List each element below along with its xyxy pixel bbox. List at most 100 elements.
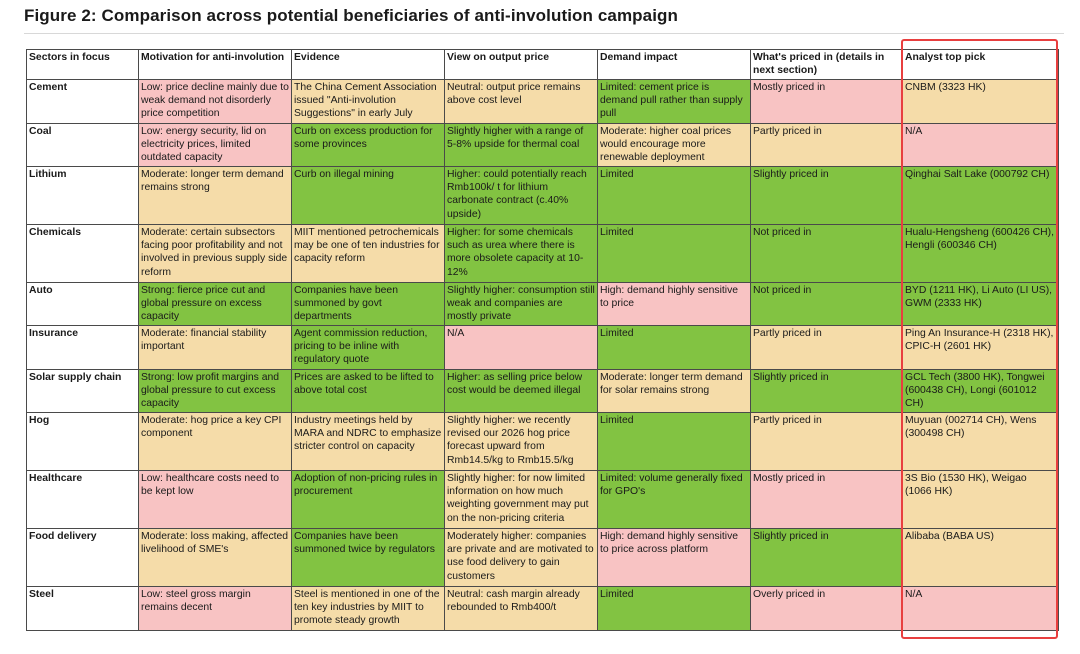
priced-in-cell: Mostly priced in — [750, 470, 903, 529]
output-price-cell: Slightly higher: we recently revised our… — [444, 412, 598, 471]
motivation-cell: Low: steel gross margin remains decent — [138, 586, 292, 631]
motivation-cell: Moderate: longer term demand remains str… — [138, 166, 292, 225]
table-row: Healthcare Low: healthcare costs need to … — [26, 470, 1059, 529]
demand-impact-cell: High: demand highly sensitive to price — [597, 282, 751, 326]
header-demand-impact: Demand impact — [597, 49, 751, 80]
header-sectors: Sectors in focus — [26, 49, 139, 80]
top-pick-cell: BYD (1211 HK), Li Auto (LI US), GWM (233… — [902, 282, 1059, 326]
motivation-cell: Strong: low profit margins and global pr… — [138, 369, 292, 413]
motivation-cell: Low: energy security, lid on electricity… — [138, 123, 292, 167]
priced-in-cell: Slightly priced in — [750, 369, 903, 413]
output-price-cell: Higher: could potentially reach Rmb100k/… — [444, 166, 598, 225]
output-price-cell: N/A — [444, 325, 598, 370]
table-row: Hog Moderate: hog price a key CPI compone… — [26, 412, 1059, 471]
header-top-pick: Analyst top pick — [902, 49, 1059, 80]
top-pick-cell: Alibaba (BABA US) — [902, 528, 1059, 587]
motivation-cell: Moderate: loss making, affected liveliho… — [138, 528, 292, 587]
header-evidence: Evidence — [291, 49, 445, 80]
demand-impact-cell: Moderate: longer term demand for solar r… — [597, 369, 751, 413]
top-pick-cell: CNBM (3323 HK) — [902, 79, 1059, 124]
output-price-cell: Slightly higher: consumption still weak … — [444, 282, 598, 326]
sector-cell: Food delivery — [26, 528, 139, 587]
top-pick-cell: N/A — [902, 123, 1059, 167]
sector-cell: Auto — [26, 282, 139, 326]
figure-title: Figure 2: Comparison across potential be… — [24, 6, 679, 25]
evidence-cell: Adoption of non-pricing rules in procure… — [291, 470, 445, 529]
evidence-cell: Curb on excess production for some provi… — [291, 123, 445, 167]
table-row: Coal Low: energy security, lid on electri… — [26, 123, 1059, 167]
evidence-cell: Curb on illegal mining — [291, 166, 445, 225]
comparison-table: Sectors in focus Motivation for anti-inv… — [26, 49, 1059, 631]
demand-impact-cell: Limited — [597, 412, 751, 471]
output-price-cell: Neutral: cash margin already rebounded t… — [444, 586, 598, 631]
evidence-cell: The China Cement Association issued "Ant… — [291, 79, 445, 124]
top-pick-cell: Hualu-Hengsheng (600426 CH), Hengli (600… — [902, 224, 1059, 283]
top-pick-cell: Ping An Insurance-H (2318 HK), CPIC-H (2… — [902, 325, 1059, 370]
motivation-cell: Strong: fierce price cut and global pres… — [138, 282, 292, 326]
demand-impact-cell: High: demand highly sensitive to price a… — [597, 528, 751, 587]
demand-impact-cell: Limited: cement price is demand pull rat… — [597, 79, 751, 124]
demand-impact-cell: Limited — [597, 166, 751, 225]
priced-in-cell: Overly priced in — [750, 586, 903, 631]
table-body: Cement Low: price decline mainly due to w… — [26, 79, 1059, 631]
sector-cell: Insurance — [26, 325, 139, 370]
demand-impact-cell: Limited: volume generally fixed for GPO'… — [597, 470, 751, 529]
priced-in-cell: Mostly priced in — [750, 79, 903, 124]
priced-in-cell: Partly priced in — [750, 412, 903, 471]
output-price-cell: Slightly higher: for now limited informa… — [444, 470, 598, 529]
motivation-cell: Moderate: financial stability important — [138, 325, 292, 370]
output-price-cell: Moderately higher: companies are private… — [444, 528, 598, 587]
sector-cell: Lithium — [26, 166, 139, 225]
motivation-cell: Low: price decline mainly due to weak de… — [138, 79, 292, 124]
demand-impact-cell: Moderate: higher coal prices would encou… — [597, 123, 751, 167]
priced-in-cell: Partly priced in — [750, 123, 903, 167]
title-divider — [24, 33, 1064, 34]
motivation-cell: Low: healthcare costs need to be kept lo… — [138, 470, 292, 529]
sector-cell: Steel — [26, 586, 139, 631]
priced-in-cell: Partly priced in — [750, 325, 903, 370]
table-row: Insurance Moderate: financial stability i… — [26, 325, 1059, 370]
comparison-table-container: Sectors in focus Motivation for anti-inv… — [26, 49, 1059, 631]
demand-impact-cell: Limited — [597, 325, 751, 370]
header-output-price: View on output price — [444, 49, 598, 80]
sector-cell: Coal — [26, 123, 139, 167]
motivation-cell: Moderate: certain subsectors facing poor… — [138, 224, 292, 283]
top-pick-cell: N/A — [902, 586, 1059, 631]
table-row: Lithium Moderate: longer term demand rema… — [26, 166, 1059, 225]
header-motivation: Motivation for anti-involution — [138, 49, 292, 80]
table-row: Auto Strong: fierce price cut and global … — [26, 282, 1059, 326]
table-row: Solar supply chain Strong: low profit mar… — [26, 369, 1059, 413]
sector-cell: Solar supply chain — [26, 369, 139, 413]
priced-in-cell: Not priced in — [750, 282, 903, 326]
output-price-cell: Slightly higher with a range of 5-8% ups… — [444, 123, 598, 167]
evidence-cell: Agent commission reduction, pricing to b… — [291, 325, 445, 370]
evidence-cell: Companies have been summoned by govt dep… — [291, 282, 445, 326]
demand-impact-cell: Limited — [597, 586, 751, 631]
evidence-cell: Industry meetings held by MARA and NDRC … — [291, 412, 445, 471]
header-priced-in: What's priced in (details in next sectio… — [750, 49, 903, 80]
sector-cell: Chemicals — [26, 224, 139, 283]
table-row: Food delivery Moderate: loss making, affe… — [26, 528, 1059, 587]
top-pick-cell: 3S Bio (1530 HK), Weigao (1066 HK) — [902, 470, 1059, 529]
evidence-cell: MIIT mentioned petrochemicals may be one… — [291, 224, 445, 283]
priced-in-cell: Slightly priced in — [750, 166, 903, 225]
priced-in-cell: Not priced in — [750, 224, 903, 283]
sector-cell: Hog — [26, 412, 139, 471]
top-pick-cell: Qinghai Salt Lake (000792 CH) — [902, 166, 1059, 225]
top-pick-cell: Muyuan (002714 CH), Wens (300498 CH) — [902, 412, 1059, 471]
motivation-cell: Moderate: hog price a key CPI component — [138, 412, 292, 471]
sector-cell: Cement — [26, 79, 139, 124]
evidence-cell: Steel is mentioned in one of the ten key… — [291, 586, 445, 631]
table-row: Cement Low: price decline mainly due to w… — [26, 79, 1059, 124]
table-row: Chemicals Moderate: certain subsectors fa… — [26, 224, 1059, 283]
output-price-cell: Neutral: output price remains above cost… — [444, 79, 598, 124]
priced-in-cell: Slightly priced in — [750, 528, 903, 587]
sector-cell: Healthcare — [26, 470, 139, 529]
output-price-cell: Higher: for some chemicals such as urea … — [444, 224, 598, 283]
output-price-cell: Higher: as selling price below cost woul… — [444, 369, 598, 413]
demand-impact-cell: Limited — [597, 224, 751, 283]
table-header-row: Sectors in focus Motivation for anti-inv… — [26, 49, 1059, 80]
table-row: Steel Low: steel gross margin remains dec… — [26, 586, 1059, 631]
evidence-cell: Companies have been summoned twice by re… — [291, 528, 445, 587]
evidence-cell: Prices are asked to be lifted to above t… — [291, 369, 445, 413]
